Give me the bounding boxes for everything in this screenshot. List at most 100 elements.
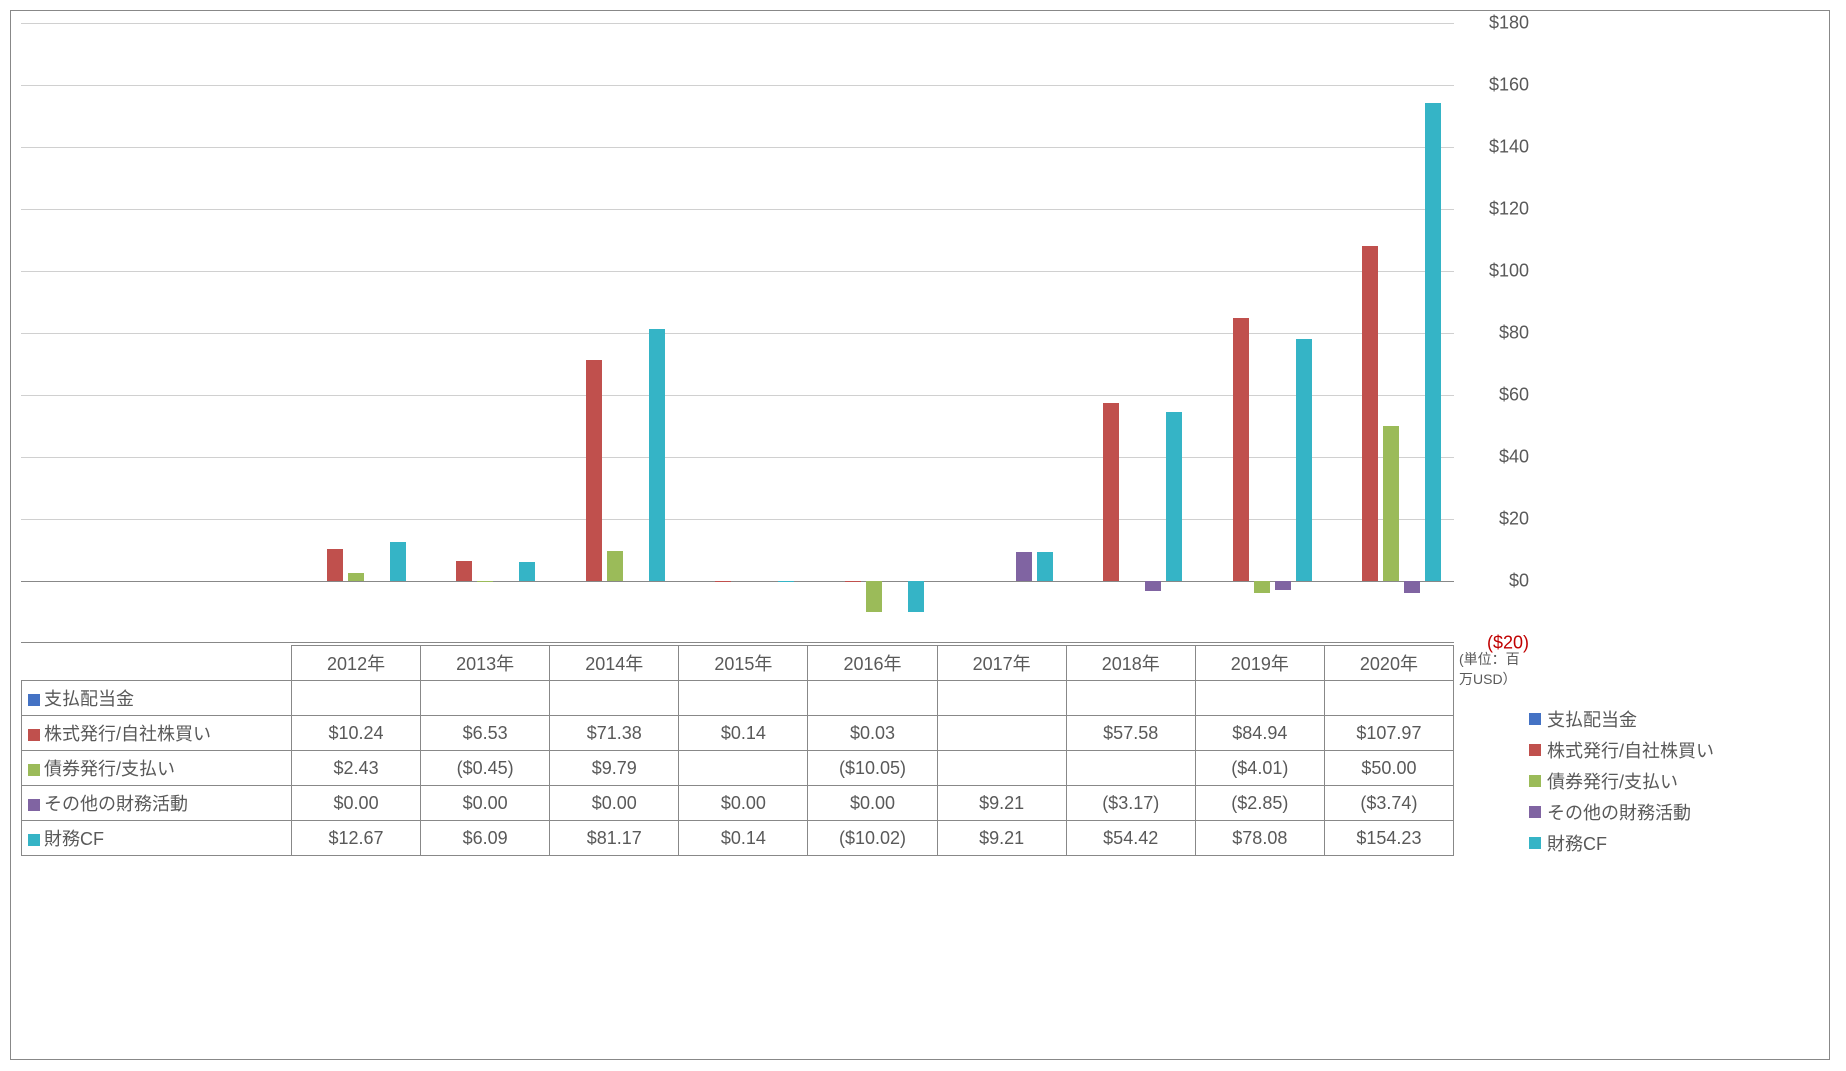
bar-cf	[1037, 552, 1053, 581]
data-table: 2012年2013年2014年2015年2016年2017年2018年2019年…	[21, 645, 1454, 856]
legend-label: 財務CF	[1547, 830, 1607, 856]
y-axis-unit-label: (単位：百万USD）	[1459, 649, 1529, 689]
table-cell: $84.94	[1195, 716, 1324, 751]
table-cell: $10.24	[292, 716, 421, 751]
table-cell: $6.09	[421, 821, 550, 856]
row-header-label: 株式発行/自社株買い	[44, 724, 211, 744]
y-tick-label: $80	[1499, 323, 1529, 344]
table-cell	[679, 751, 808, 786]
table-cell: ($0.45)	[421, 751, 550, 786]
row-header-label: 債券発行/支払い	[44, 759, 175, 779]
bar-stock	[1233, 318, 1249, 581]
table-cell: $0.00	[292, 786, 421, 821]
y-tick-label: $120	[1489, 199, 1529, 220]
table-cell: $0.14	[679, 716, 808, 751]
swatch-icon	[28, 694, 40, 706]
table-cell: $0.00	[421, 786, 550, 821]
y-tick-label: $20	[1499, 509, 1529, 530]
table-cell: $0.00	[550, 786, 679, 821]
table-cell: $0.14	[679, 821, 808, 856]
table-row: 財務CF$12.67$6.09$81.17$0.14($10.02)$9.21$…	[22, 821, 1454, 856]
bar-bonds	[866, 581, 882, 612]
row-header-stock: 株式発行/自社株買い	[22, 716, 292, 751]
table-cell: $9.21	[937, 821, 1066, 856]
year-header: 2016年	[808, 646, 937, 681]
bar-stock	[586, 360, 602, 581]
bar-cf	[1425, 103, 1441, 581]
table-cell: $54.42	[1066, 821, 1195, 856]
bar-cf	[390, 542, 406, 581]
plot-area	[21, 23, 1454, 643]
table-cell: $2.43	[292, 751, 421, 786]
table-row: 支払配当金	[22, 681, 1454, 716]
table-row: その他の財務活動$0.00$0.00$0.00$0.00$0.00$9.21($…	[22, 786, 1454, 821]
legend-item-dividends: 支払配当金	[1529, 703, 1819, 734]
bar-bonds	[607, 551, 623, 581]
table-cell: $78.08	[1195, 821, 1324, 856]
swatch-icon	[1529, 775, 1541, 787]
table-cell: $9.21	[937, 786, 1066, 821]
swatch-icon	[28, 799, 40, 811]
bar-bonds	[348, 573, 364, 581]
table-cell	[292, 681, 421, 716]
table-row: 債券発行/支払い $2.43($0.45)$9.79 ($10.05) ($4.01)…	[22, 751, 1454, 786]
table-cell: ($10.05)	[808, 751, 937, 786]
table-cell: ($4.01)	[1195, 751, 1324, 786]
y-tick-label: $40	[1499, 447, 1529, 468]
year-header: 2013年	[421, 646, 550, 681]
table-cell: $6.53	[421, 716, 550, 751]
swatch-icon	[28, 764, 40, 776]
year-header: 2018年	[1066, 646, 1195, 681]
legend-item-bonds: 債券発行/支払い	[1529, 765, 1819, 796]
table-cell: $9.79	[550, 751, 679, 786]
bar-other	[1016, 552, 1032, 581]
legend-label: 債券発行/支払い	[1547, 768, 1678, 794]
legend-item-other: その他の財務活動	[1529, 796, 1819, 827]
swatch-icon	[28, 834, 40, 846]
y-axis: $180$160$140$120$100$80$60$40$20$0($20)(…	[1459, 23, 1529, 683]
legend-label: その他の財務活動	[1547, 799, 1691, 825]
table-cell: $0.00	[679, 786, 808, 821]
bar-stock	[1103, 403, 1119, 581]
legend-label: 株式発行/自社株買い	[1547, 737, 1714, 763]
table-cell: $71.38	[550, 716, 679, 751]
table-cell	[937, 716, 1066, 751]
row-header-label: 財務CF	[44, 829, 104, 849]
row-header-dividends: 支払配当金	[22, 681, 292, 716]
bar-bonds	[477, 581, 493, 582]
bar-stock	[1362, 246, 1378, 581]
table-cell	[679, 681, 808, 716]
y-tick-label: $160	[1489, 75, 1529, 96]
row-header-cf: 財務CF	[22, 821, 292, 856]
swatch-icon	[1529, 744, 1541, 756]
y-tick-label: $60	[1499, 385, 1529, 406]
table-cell: ($3.74)	[1324, 786, 1453, 821]
table-cell: $12.67	[292, 821, 421, 856]
bar-bonds	[1254, 581, 1270, 593]
bar-other	[1404, 581, 1420, 593]
y-tick-label: $100	[1489, 261, 1529, 282]
bar-stock	[327, 549, 343, 581]
row-header-label: 支払配当金	[44, 689, 134, 709]
table-row: 株式発行/自社株買い$10.24$6.53$71.38$0.14$0.03$57…	[22, 716, 1454, 751]
year-header: 2017年	[937, 646, 1066, 681]
bar-cf	[519, 562, 535, 581]
year-header: 2012年	[292, 646, 421, 681]
bar-bonds	[1383, 426, 1399, 581]
table-cell	[937, 751, 1066, 786]
table-cell	[421, 681, 550, 716]
swatch-icon	[28, 729, 40, 741]
row-header-label: その他の財務活動	[44, 794, 188, 814]
table-cell: $0.03	[808, 716, 937, 751]
legend-label: 支払配当金	[1547, 706, 1637, 732]
table-cell: $107.97	[1324, 716, 1453, 751]
y-tick-label: $0	[1509, 571, 1529, 592]
table-cell: ($3.17)	[1066, 786, 1195, 821]
bar-cf	[1296, 339, 1312, 581]
table-cell	[1324, 681, 1453, 716]
chart-container: $180$160$140$120$100$80$60$40$20$0($20)(…	[10, 10, 1830, 1060]
table-cell	[550, 681, 679, 716]
table-cell: ($2.85)	[1195, 786, 1324, 821]
bar-cf	[649, 329, 665, 581]
swatch-icon	[1529, 806, 1541, 818]
